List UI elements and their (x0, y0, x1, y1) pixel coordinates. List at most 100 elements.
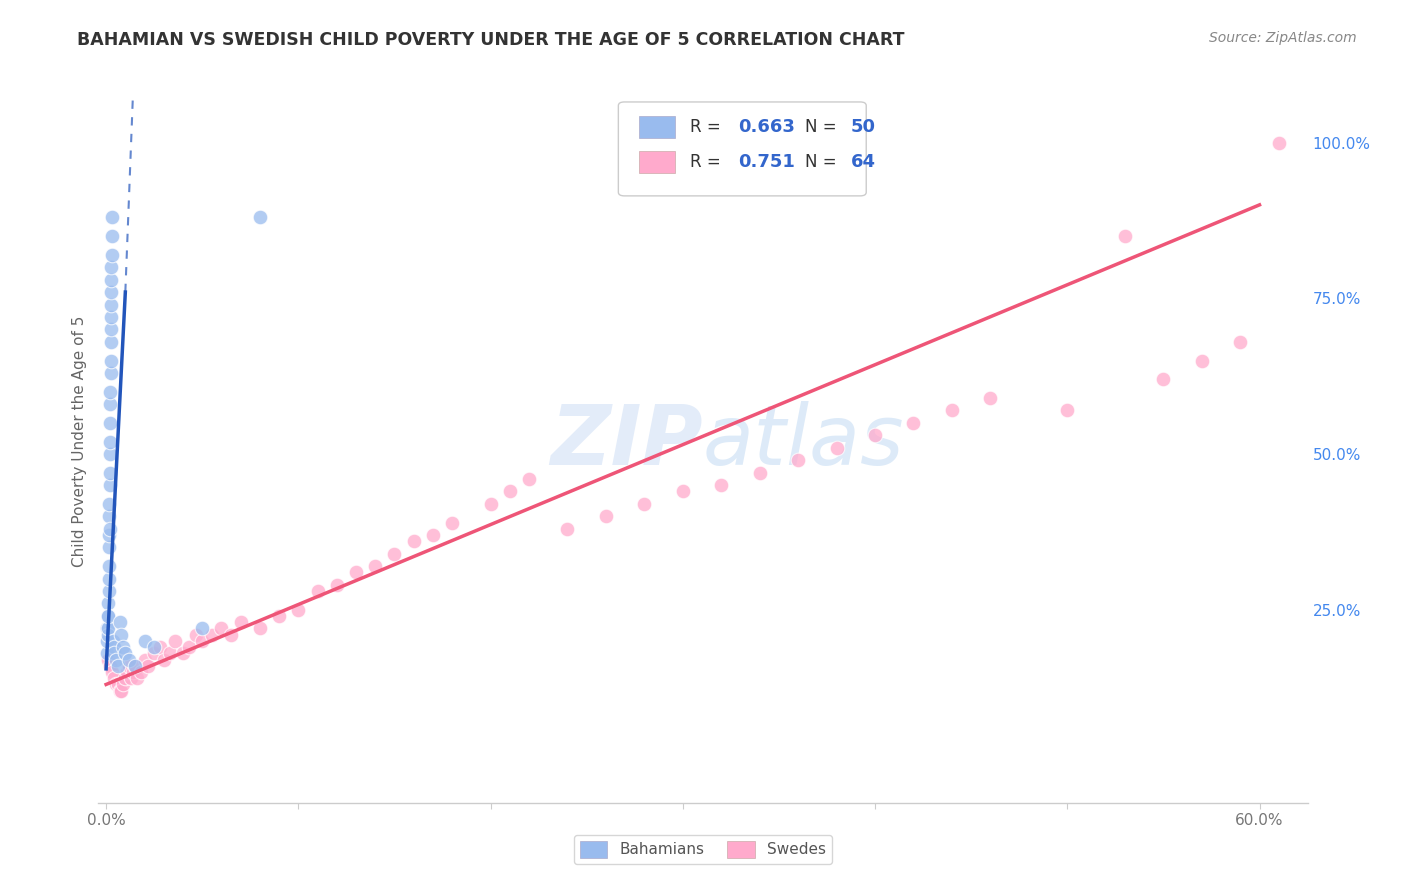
Point (402, 534, 425, 549)
Point (1191, 353, 1213, 368)
Text: 64: 64 (851, 153, 876, 171)
Point (107, 677, 129, 691)
Point (114, 671, 136, 685)
Point (97, 609, 120, 624)
Text: 50: 50 (851, 119, 876, 136)
Y-axis label: Child Poverty Under the Age of 5: Child Poverty Under the Age of 5 (72, 316, 87, 567)
Point (98, 478, 121, 492)
Point (249, 211, 271, 225)
Point (100, 310, 122, 324)
Point (149, 640, 172, 654)
Point (100, 285, 122, 299)
Point (229, 615, 252, 630)
Point (863, 428, 886, 442)
Point (748, 466, 770, 480)
Point (101, 633, 124, 648)
Point (125, 671, 148, 685)
Point (979, 391, 1001, 405)
Point (103, 640, 125, 654)
Point (96, 646, 118, 660)
Text: N =: N = (804, 119, 841, 136)
Point (103, 671, 125, 685)
Point (103, 646, 125, 660)
Point (97, 652, 120, 666)
Point (104, 652, 127, 666)
Point (287, 603, 309, 617)
Point (118, 652, 141, 666)
Point (98, 447, 121, 461)
Legend: Bahamians, Swedes: Bahamians, Swedes (574, 835, 832, 863)
Point (517, 472, 540, 486)
Point (100, 353, 122, 368)
Point (117, 665, 139, 679)
Point (108, 615, 131, 630)
Point (114, 646, 136, 660)
Point (104, 677, 127, 691)
Point (100, 272, 122, 286)
Point (122, 665, 145, 679)
Text: Source: ZipAtlas.com: Source: ZipAtlas.com (1209, 31, 1357, 45)
Point (1229, 334, 1251, 349)
Point (101, 248, 124, 262)
Point (124, 658, 146, 673)
Point (825, 441, 848, 455)
Point (479, 497, 502, 511)
Point (96, 633, 118, 648)
Point (98, 541, 121, 555)
Point (422, 528, 444, 542)
Point (159, 646, 181, 660)
Point (191, 621, 214, 635)
FancyBboxPatch shape (619, 102, 866, 196)
Point (98, 572, 121, 586)
Point (903, 416, 925, 430)
Point (107, 658, 129, 673)
Point (1267, 136, 1289, 150)
Point (100, 297, 122, 311)
Point (557, 522, 579, 536)
Point (108, 683, 131, 698)
Point (101, 211, 124, 225)
FancyBboxPatch shape (638, 117, 675, 138)
FancyBboxPatch shape (638, 151, 675, 173)
Point (97, 609, 120, 624)
Point (191, 633, 214, 648)
Point (98, 497, 121, 511)
Point (100, 334, 122, 349)
Point (110, 627, 132, 641)
Point (120, 671, 142, 685)
Point (98, 397, 121, 411)
Point (134, 633, 156, 648)
Point (499, 484, 522, 499)
Point (177, 640, 200, 654)
Point (1152, 372, 1174, 386)
Point (101, 229, 124, 244)
Point (344, 566, 367, 580)
Point (110, 683, 132, 698)
Point (100, 322, 122, 336)
Point (112, 640, 135, 654)
Point (100, 366, 122, 380)
Point (97, 584, 120, 599)
Point (98, 434, 121, 449)
Point (96, 621, 118, 635)
Text: R =: R = (690, 153, 725, 171)
Text: N =: N = (804, 153, 841, 171)
Point (98, 528, 121, 542)
Point (97, 621, 120, 635)
Text: R =: R = (690, 119, 725, 136)
Point (118, 658, 141, 673)
Point (441, 516, 464, 530)
Point (98, 658, 121, 673)
Point (101, 665, 124, 679)
Point (941, 403, 963, 417)
Point (129, 665, 152, 679)
Point (787, 453, 810, 467)
Point (143, 640, 166, 654)
Point (98, 466, 121, 480)
Point (112, 677, 135, 691)
Point (633, 497, 655, 511)
Point (98, 559, 121, 574)
Point (672, 484, 695, 499)
Point (143, 646, 166, 660)
Point (186, 627, 208, 641)
